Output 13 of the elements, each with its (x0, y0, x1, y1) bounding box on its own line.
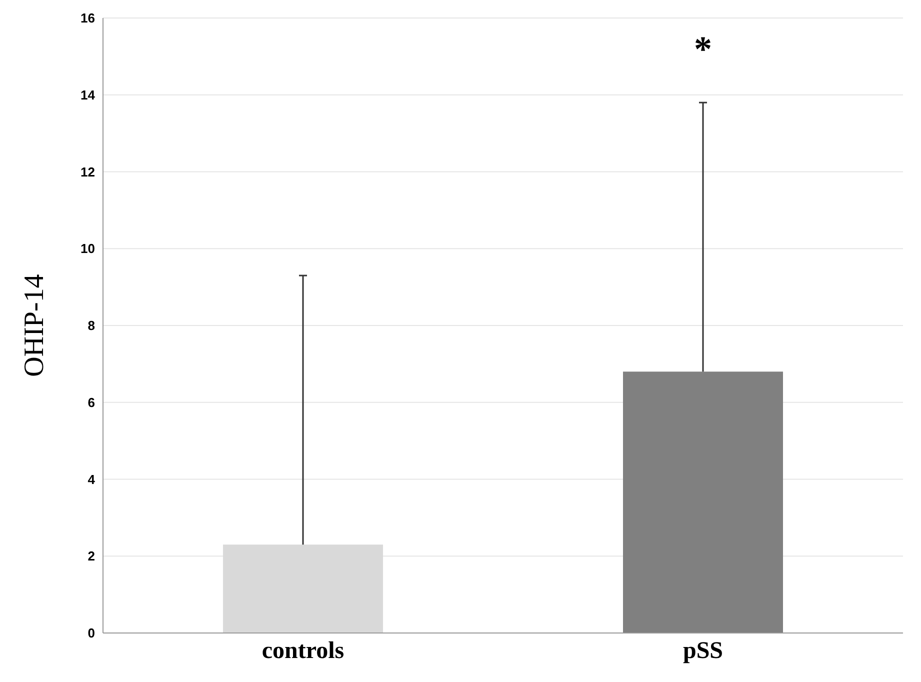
x-tick-label: controls (262, 638, 344, 664)
annotation: * (694, 28, 712, 69)
y-tick-label: 4 (88, 472, 96, 487)
y-tick-label: 12 (80, 164, 95, 180)
y-tick-label: 16 (80, 10, 95, 26)
y-tick-label: 14 (80, 87, 96, 102)
x-tick-label: pSS (682, 638, 724, 664)
y-tick-label: 8 (88, 318, 95, 334)
y-axis-title: OHIP-14 (18, 274, 50, 377)
y-tick-label: 2 (88, 548, 95, 564)
y-tick-label: 0 (88, 626, 95, 641)
y-tick-label: 10 (80, 241, 95, 256)
y-tick-label: 6 (88, 394, 95, 410)
